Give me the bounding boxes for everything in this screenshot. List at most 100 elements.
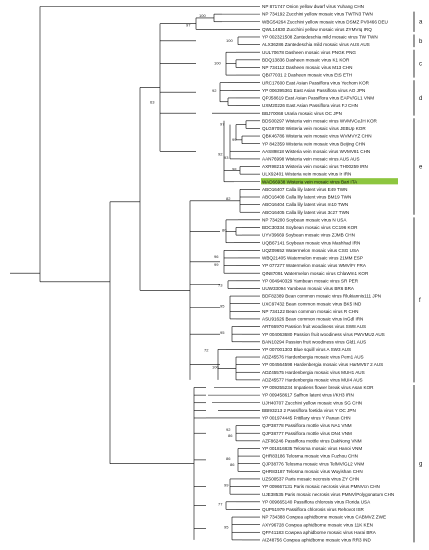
taxon-label: AXY96728 Cowpea aphidborne mosaic virus …	[262, 522, 373, 527]
taxon-label: NP 734122 Bean common mosaic virus R CHN	[262, 309, 358, 314]
taxon-label: ASU91626 Bean common mosaic virus InGdl …	[262, 317, 363, 322]
taxon-label: YP 006395361 East Asian Passiflora virus…	[262, 88, 365, 93]
bootstrap-value: 96	[214, 254, 219, 259]
clade-markers: a b c d e f g	[413, 11, 423, 543]
bootstrap-value: 95	[220, 330, 225, 335]
taxon-label: ABO16408 Calla lily latent virus BM19 TW…	[262, 195, 351, 200]
taxon-label: YP 004940329 Yambean mosaic virus SR PER	[262, 278, 359, 283]
taxon-label: NP 734200 Soybean mosaic virus N USA	[262, 217, 347, 222]
taxon-label: ADZ45576 Hardenbergia mosaic virus Pem1 …	[262, 355, 364, 360]
clade-label: c	[419, 62, 422, 68]
taxon-label: YP 004564598 Hardenbergia mosaic virus H…	[262, 362, 383, 367]
bootstrap-value: 97	[186, 23, 191, 28]
clade-label: f	[419, 298, 421, 304]
taxon-label: YP 004063680 Passion fruit woodiness vir…	[262, 332, 385, 337]
clade-label: b	[419, 39, 423, 45]
bootstrap-value: 93	[224, 155, 229, 160]
clade-label: g	[419, 462, 422, 468]
taxon-label: YP 009255234 Impatiens flower break viru…	[262, 385, 374, 390]
taxon-label: UYV39669 Soybean mosaic virus ZJMB CHN	[262, 233, 355, 238]
bootstrap-value: 92	[212, 88, 217, 93]
taxon-label: BBI93213 2 Passiflora foetida virus Y OC…	[262, 408, 356, 413]
taxon-label: NP 734388 Cowpea aphidborne mosaic virus…	[262, 515, 386, 520]
taxon-label: QUP51979 Passiflora chlorosis virus Reho…	[262, 507, 365, 512]
taxon-label: ADZ45577 Hardenbergia mosaic virus MUI4 …	[262, 377, 363, 382]
taxon-label: ALX36286 Zantedeschia mild mosaic virus …	[262, 42, 370, 47]
tree-branches	[10, 6, 260, 541]
taxon-label: QHR83186 Telosma mosaic virus Fuzhou CHN	[262, 454, 358, 459]
taxon-label: UUW33094 Yambean mosaic virus BR6 BRA	[262, 286, 355, 291]
bootstrap-value: 73	[218, 283, 223, 288]
bootstrap-value: 97	[220, 122, 225, 127]
taxon-label: QJP38776 Telosma mosaic virus TelMV/GL2 …	[262, 461, 364, 466]
taxon-label: YP 009665140 Passiflora chlorosis virus …	[262, 499, 371, 504]
clade-label: d	[419, 96, 422, 102]
taxon-label: YP 001816835 Telosma mosaic virus Hanoi …	[262, 446, 362, 451]
taxon-label: UXC97432 Bean common mosaic virus BK5 IN…	[262, 301, 362, 306]
bootstrap-value: 100	[212, 364, 219, 369]
taxon-label: QBI77031 2 Dasheen mosaic virus EtS ETH	[262, 73, 352, 78]
taxon-label: QPJ58619 East Asian Passiflora virus EAP…	[262, 96, 374, 101]
bootstrap-value: 95	[220, 303, 225, 308]
bootstrap-value: 100	[199, 13, 206, 18]
taxon-label: BAN10294 Passion fruit woodiness virus G…	[262, 339, 366, 344]
bootstrap-value: 99	[232, 137, 237, 142]
clade-label: a	[419, 20, 423, 26]
taxon-label: UQB67141 Soybean mosaic virus Mashhad IR…	[262, 240, 360, 245]
taxon-label: QHR83187 Telosma mosaic virus Wuyishan C…	[262, 469, 363, 474]
highlight-box	[261, 178, 398, 185]
taxon-label: NP 734192 Zucchini yellow mosaic virus T…	[262, 12, 373, 17]
taxon-label: URC17600 East Asian Passiflora virus Yec…	[262, 80, 370, 85]
taxon-label: YP 009667131 Paris mosaic necrosis virus…	[262, 484, 380, 489]
taxon-label: BDQ13836 Dasheen mosaic virus K1 KOR	[262, 57, 350, 62]
taxon-label: QJP38778 Passiflora mottle virus NA1 VNM	[262, 423, 352, 428]
bootstrap-value: 80	[222, 227, 227, 232]
taxon-label: AAS89818 Wisteria vein mosaic virus WVMV…	[262, 149, 370, 154]
taxon-label: AZF86246 Passiflora mottle virus DakNong…	[262, 438, 362, 443]
taxon-label: QWL14830 Zucchini yellow mosaic virus ZY…	[262, 27, 372, 32]
bootstrap-value: 82	[226, 196, 231, 201]
bootstrap-value: 92	[226, 427, 231, 432]
taxon-label: AAN76998 Wisteria vein mosaic virus AUS …	[262, 157, 360, 162]
taxon-label: UJH40707 Zucchini yellow mosaic virus SG…	[262, 400, 362, 405]
bootstrap-value: 100	[226, 38, 233, 43]
taxon-label: AXR98215 Wisteria vein mosaic virus TH00…	[262, 164, 368, 169]
taxon-labels: NP 871747 Onion yellow dwarf virus Yuhan…	[261, 4, 398, 543]
taxon-label: ADZ45575 Hardenbergia mosaic virus MUH1 …	[262, 370, 365, 375]
taxon-label: UQZ09652 Watermelon mosaic virus CSG USA	[262, 248, 360, 253]
taxon-label: YP 009458617 Saffron latent virus I/KH3 …	[262, 393, 354, 398]
taxon-label: YP 001974445 Fritillary virus Y Panan CH…	[262, 416, 351, 421]
taxon-label: UUL70678 Dasheen mosaic virus PNGK PNG	[262, 50, 356, 55]
bootstrap-values: 100 97 100 100 92 63 97 99 93 98 92 82 80 96 99 73 95 95 1…	[150, 13, 237, 530]
taxon-label: YP 007001303 Blue squill virus A SW3 AUS	[262, 347, 351, 352]
taxon-label: QFF41183 Cowpea aphidborne mosaic virus …	[262, 530, 377, 535]
bootstrap-value: 86	[228, 433, 233, 438]
taxon-label: ULX92401 Wisteria vein mosaic virus Ir I…	[262, 172, 351, 177]
taxon-label: UXM20226 East Asian Passiflora virus FJ …	[262, 103, 358, 108]
taxon-label: NP 871747 Onion yellow dwarf virus Yuhan…	[262, 4, 364, 9]
taxon-label: WBQ21405 Watermelon mosaic virus 21MM ES…	[262, 256, 363, 261]
taxon-label: QIN87091 Watermelon mosaic virus ChlaWm1…	[262, 271, 369, 276]
bootstrap-value: 86	[226, 456, 231, 461]
taxon-label: ABO16404 Calla lily latent virus m10 TWN	[262, 202, 348, 207]
bootstrap-value: 99	[224, 483, 229, 488]
taxon-label: BDC30334 Soybean mosaic virus CC196 KOR	[262, 225, 358, 230]
taxon-label: WAD66938 Wisteria vein mosaic virus Bari…	[262, 179, 358, 184]
taxon-label: QBK46786 Wisteria vein mosaic virus WVMV…	[262, 134, 372, 139]
taxon-label: UJE38535 Paris mosaic necrosis virus PMN…	[262, 492, 394, 497]
clade-label: e	[419, 165, 423, 171]
bootstrap-value: 100	[214, 61, 221, 66]
taxon-label: YP 842359 Wisteria vein mosaic virus Bei…	[262, 141, 365, 146]
taxon-label: BBJ70068 Uraria mosaic virus OC JPN	[262, 111, 342, 116]
bootstrap-value: 86	[230, 462, 235, 467]
taxon-label: ART66970 Passion fruit woodiness virus S…	[262, 324, 366, 329]
taxon-label: WBG54264 Zucchini yellow mosaic virus DS…	[262, 19, 388, 24]
taxon-label: ABO16407 Calla lily latent virus E49 TWN	[262, 187, 347, 192]
bootstrap-value: 95	[224, 524, 229, 529]
taxon-label: UZS00537 Paris mosaic necrosis virus ZY …	[262, 477, 359, 482]
taxon-label: ABO16405 Calla lily latent virus 3c27 TW…	[262, 210, 349, 215]
taxon-label: BDS00297 Wisteria vein mosaic virus WVMV…	[262, 118, 378, 123]
taxon-label: YP 002321508 Zantedeschia mild mosaic vi…	[262, 35, 378, 40]
taxon-label: NP 734112 Dasheen mosaic virus M13 CHN	[262, 65, 352, 70]
